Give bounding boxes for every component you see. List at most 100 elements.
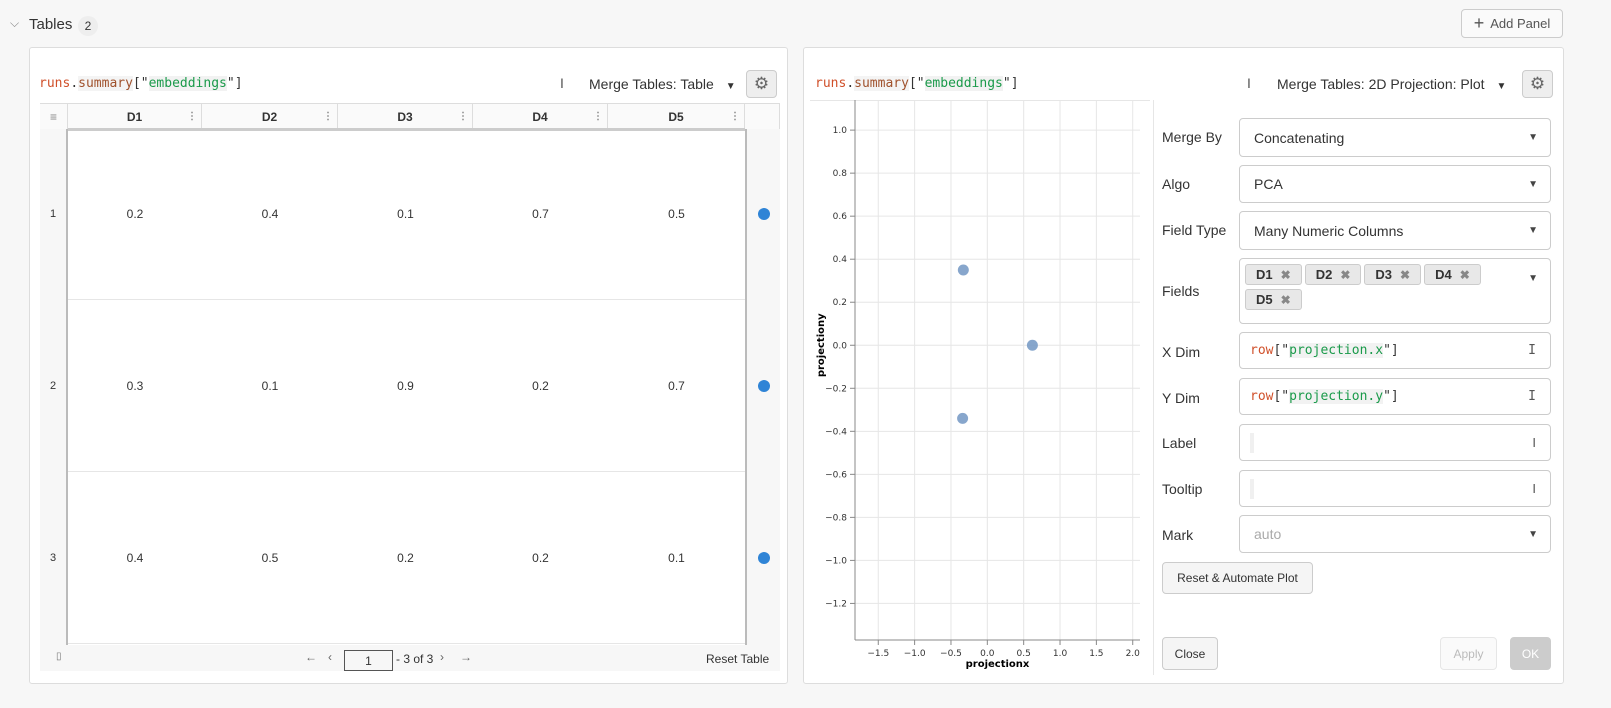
first-page-arrow-icon[interactable]: ←: [305, 650, 317, 664]
extra-header: [745, 104, 780, 129]
header-divider: [68, 128, 745, 131]
field-tag[interactable]: D4 ✖: [1424, 264, 1481, 285]
scatter-point: [1026, 339, 1038, 351]
field-tag[interactable]: D1 ✖: [1245, 264, 1302, 285]
mark-label: Mark: [1162, 527, 1194, 543]
x-axis-title: projectionx: [966, 659, 1030, 670]
divider: [810, 100, 1150, 101]
dropdown-caret-icon: ▼: [1528, 225, 1538, 236]
settings-gear-icon[interactable]: ⚙: [746, 70, 777, 98]
table-cell: 0.2: [532, 379, 549, 393]
table-row: [68, 472, 745, 644]
field-tag[interactable]: D5 ✖: [1245, 289, 1302, 310]
last-page-arrow-icon[interactable]: →: [460, 650, 472, 664]
remove-tag-icon[interactable]: ✖: [1340, 267, 1351, 282]
reset-table-button[interactable]: Reset Table: [706, 652, 770, 666]
close-button[interactable]: Close: [1162, 637, 1218, 670]
column-toggle-icon[interactable]: ▯: [56, 651, 62, 662]
label-input[interactable]: I: [1239, 424, 1551, 461]
fields-multiselect[interactable]: D1 ✖ D2 ✖ D3 ✖ D4 ✖ D5 ✖ ▼: [1239, 258, 1551, 324]
panel-type-dropdown[interactable]: Merge Tables: Table ▼: [589, 76, 736, 92]
column-header-d4[interactable]: D4 ⋮: [473, 104, 608, 129]
page-input[interactable]: 1: [344, 650, 393, 671]
y-dim-input[interactable]: row [" projection.y "] I: [1239, 378, 1551, 415]
collapse-chevron-icon[interactable]: ⌵: [10, 16, 20, 30]
algo-select[interactable]: PCA ▼: [1239, 165, 1551, 203]
filter-icon[interactable]: ≡: [40, 104, 68, 129]
section-count: 2: [78, 16, 98, 36]
settings-gear-icon[interactable]: ⚙: [1522, 70, 1553, 98]
y-tick-label: −1.2: [825, 599, 847, 609]
algo-label: Algo: [1162, 176, 1191, 192]
scatter-point: [957, 264, 969, 276]
table-cell: 0.9: [397, 379, 414, 393]
apply-button[interactable]: Apply: [1440, 637, 1497, 670]
y-axis-title: projectiony: [816, 313, 827, 377]
tooltip-input[interactable]: I: [1239, 470, 1551, 507]
row-index: 2: [49, 380, 57, 392]
reset-automate-plot-button[interactable]: Reset & Automate Plot: [1162, 562, 1313, 594]
row-color-dot: [758, 380, 770, 392]
merge-by-select[interactable]: Concatenating ▼: [1239, 118, 1551, 157]
row-index: 1: [49, 208, 57, 220]
text-cursor-icon: I: [1532, 481, 1536, 496]
y-tick-label: 0.6: [833, 212, 848, 222]
y-tick-label: −0.2: [825, 384, 847, 394]
text-cursor-icon: I: [1532, 435, 1536, 450]
x-tick-label: −0.5: [940, 649, 962, 659]
dropdown-caret-icon: ▼: [1528, 132, 1538, 143]
table-cell: 0.7: [668, 379, 685, 393]
remove-tag-icon[interactable]: ✖: [1400, 267, 1411, 282]
x-tick-label: −1.5: [867, 649, 889, 659]
remove-tag-icon[interactable]: ✖: [1280, 292, 1291, 307]
field-type-select[interactable]: Many Numeric Columns ▼: [1239, 211, 1551, 250]
x-tick-label: 1.0: [1053, 649, 1068, 659]
x-tick-label: 0.5: [1017, 649, 1031, 659]
x-tick-label: 2.0: [1126, 649, 1141, 659]
column-header-d3[interactable]: D3 ⋮: [338, 104, 473, 129]
row-index: 3: [49, 552, 57, 564]
table-footer: ▯ ← ‹ 1 - 3 of 3 › → Reset Table: [40, 645, 780, 671]
y-tick-label: 0.4: [833, 255, 848, 265]
label-label: Label: [1162, 435, 1197, 451]
ok-button[interactable]: OK: [1510, 637, 1551, 670]
column-header-d2[interactable]: D2 ⋮: [202, 104, 338, 129]
mark-select[interactable]: auto ▼: [1239, 515, 1551, 553]
text-cursor-icon: I: [560, 75, 564, 91]
scatter-plot[interactable]: −1.5 −1.0 −0.5 0.0 0.5 1.0 1.5 2.0 1.0 0.8 0.6 0.4 0…: [810, 100, 1150, 680]
table-cell: 0.3: [126, 379, 144, 393]
table-cell: 0.1: [397, 207, 414, 221]
previous-page-icon[interactable]: ‹: [328, 650, 332, 664]
field-tag[interactable]: D2 ✖: [1304, 264, 1362, 285]
table-cell: 0.4: [261, 207, 279, 221]
table-cell: 0.2: [126, 207, 144, 221]
dropdown-caret-icon: ▼: [1528, 178, 1538, 190]
table-cell: 0.7: [532, 207, 549, 221]
data-table: ≡ D1 ⋮ D2 ⋮ D3 ⋮ D4 ⋮ D5 ⋮: [40, 103, 780, 646]
add-panel-button[interactable]: + Add Panel: [1461, 9, 1563, 38]
table-cell: 0.2: [532, 551, 549, 565]
dropdown-caret-icon: ▼: [1528, 528, 1538, 540]
next-page-icon[interactable]: ›: [440, 650, 444, 664]
column-header-d5[interactable]: D5 ⋮: [608, 104, 745, 129]
table-cell: 0.5: [668, 207, 685, 221]
index-column: [40, 129, 68, 646]
text-cursor-icon: I: [1528, 343, 1536, 358]
expression-editor-right[interactable]: runs.summary["embeddings"]: [815, 76, 1019, 91]
page-range: - 3 of 3: [396, 652, 434, 666]
panel-type-dropdown-right[interactable]: Merge Tables: 2D Projection: Plot ▼: [1277, 76, 1507, 92]
x-tick-label: 1.5: [1089, 649, 1103, 659]
y-tick-label: −0.6: [825, 470, 847, 480]
column-header-d1[interactable]: D1 ⋮: [68, 104, 202, 129]
remove-tag-icon[interactable]: ✖: [1280, 267, 1291, 282]
x-dim-input[interactable]: row [" projection.x "] I: [1239, 332, 1551, 369]
y-tick-label: −0.8: [825, 513, 847, 523]
expression-editor[interactable]: runs.summary["embeddings"]: [39, 76, 243, 91]
field-tag[interactable]: D3 ✖: [1364, 264, 1422, 285]
tooltip-label: Tooltip: [1162, 481, 1203, 497]
y-tick-label: 0.0: [833, 341, 848, 351]
remove-tag-icon[interactable]: ✖: [1459, 267, 1470, 282]
field-type-label: Field Type: [1162, 222, 1227, 238]
fields-label: Fields: [1162, 283, 1200, 299]
x-tick-label: −1.0: [904, 649, 926, 659]
